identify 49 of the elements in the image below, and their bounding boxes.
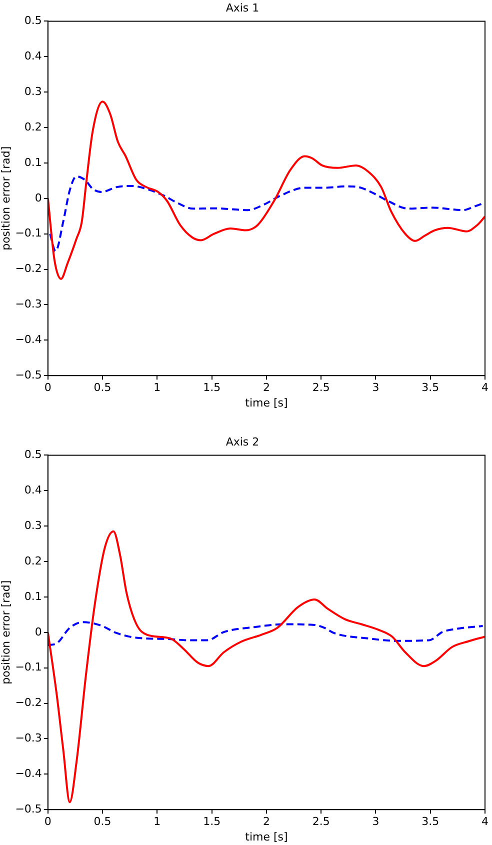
x-axis-title: time [s] [245, 830, 288, 844]
line-series [48, 621, 484, 646]
y-tick-label: 0.2 [24, 554, 42, 568]
y-tick-label: 0.1 [24, 156, 42, 169]
y-axis-title: position error [rad] [0, 580, 12, 684]
y-tick-label: 0 [34, 625, 42, 638]
y-tick-label: 0.2 [24, 120, 42, 134]
x-tick-label: 3 [372, 381, 380, 394]
y-tick-label: 0.4 [24, 50, 42, 62]
x-tick-label: 1 [154, 381, 161, 394]
x-tick-label: 1.5 [203, 815, 221, 828]
x-tick-label: 1 [154, 815, 161, 828]
chart-title: Axis 1 [226, 1, 260, 14]
y-tick-label: −0.3 [15, 732, 42, 745]
x-tick-label: 2.5 [312, 815, 330, 828]
y-tick-label: −0.1 [15, 660, 42, 674]
y-tick-label: 0.5 [24, 14, 42, 28]
y-tick-label: −0.4 [15, 333, 42, 346]
x-tick-label: 4 [482, 381, 488, 394]
x-tick-label: 0.5 [94, 381, 112, 394]
y-tick-label: 0.3 [24, 84, 42, 98]
x-tick-label: 3.5 [422, 381, 440, 394]
y-tick-label: −0.2 [15, 696, 42, 710]
y-tick-label: 0.5 [24, 448, 42, 462]
y-tick-label: −0.1 [15, 226, 42, 240]
x-tick-label: 2 [262, 381, 270, 394]
y-tick-label: −0.5 [15, 802, 42, 816]
y-tick-label: 0 [34, 191, 42, 204]
x-tick-label: 0 [44, 381, 52, 394]
y-tick-label: −0.4 [15, 767, 42, 780]
x-tick-label: 0.5 [94, 815, 112, 828]
x-axis-title: time [s] [245, 396, 288, 410]
line-series [48, 100, 485, 280]
x-tick-label: 1.5 [203, 381, 221, 394]
x-tick-label: 3.5 [422, 815, 440, 828]
x-tick-label: 0 [44, 815, 52, 828]
x-tick-label: 4 [482, 815, 488, 828]
y-axis-title: position error [rad] [0, 146, 12, 250]
chart-title: Axis 2 [226, 435, 260, 448]
x-tick-label: 3 [372, 815, 380, 828]
y-tick-label: −0.5 [15, 368, 42, 382]
y-tick-label: 0.3 [24, 518, 42, 532]
y-tick-label: −0.2 [15, 262, 42, 276]
y-tick-label: 0.1 [24, 590, 42, 603]
x-tick-label: 2 [262, 815, 270, 828]
x-tick-label: 2.5 [312, 381, 330, 394]
line-series [48, 530, 485, 804]
y-tick-label: −0.3 [15, 298, 42, 311]
y-tick-label: 0.4 [24, 484, 42, 496]
